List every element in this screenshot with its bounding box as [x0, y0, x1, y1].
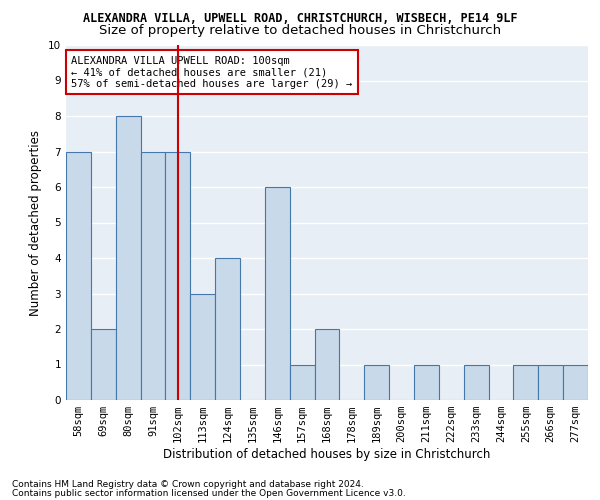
Bar — [91, 329, 116, 400]
Bar — [514, 364, 538, 400]
X-axis label: Distribution of detached houses by size in Christchurch: Distribution of detached houses by size … — [163, 448, 491, 461]
Bar — [563, 364, 588, 400]
Bar — [314, 329, 340, 400]
Bar — [140, 152, 166, 400]
Bar — [215, 258, 240, 400]
Bar — [265, 187, 290, 400]
Bar — [464, 364, 488, 400]
Bar — [290, 364, 314, 400]
Text: Contains public sector information licensed under the Open Government Licence v3: Contains public sector information licen… — [12, 489, 406, 498]
Text: ALEXANDRA VILLA UPWELL ROAD: 100sqm
← 41% of detached houses are smaller (21)
57: ALEXANDRA VILLA UPWELL ROAD: 100sqm ← 41… — [71, 56, 352, 89]
Text: Size of property relative to detached houses in Christchurch: Size of property relative to detached ho… — [99, 24, 501, 37]
Text: Contains HM Land Registry data © Crown copyright and database right 2024.: Contains HM Land Registry data © Crown c… — [12, 480, 364, 489]
Bar — [414, 364, 439, 400]
Text: ALEXANDRA VILLA, UPWELL ROAD, CHRISTCHURCH, WISBECH, PE14 9LF: ALEXANDRA VILLA, UPWELL ROAD, CHRISTCHUR… — [83, 12, 517, 26]
Bar — [190, 294, 215, 400]
Bar — [538, 364, 563, 400]
Bar — [166, 152, 190, 400]
Bar — [364, 364, 389, 400]
Y-axis label: Number of detached properties: Number of detached properties — [29, 130, 43, 316]
Bar — [66, 152, 91, 400]
Bar — [116, 116, 140, 400]
